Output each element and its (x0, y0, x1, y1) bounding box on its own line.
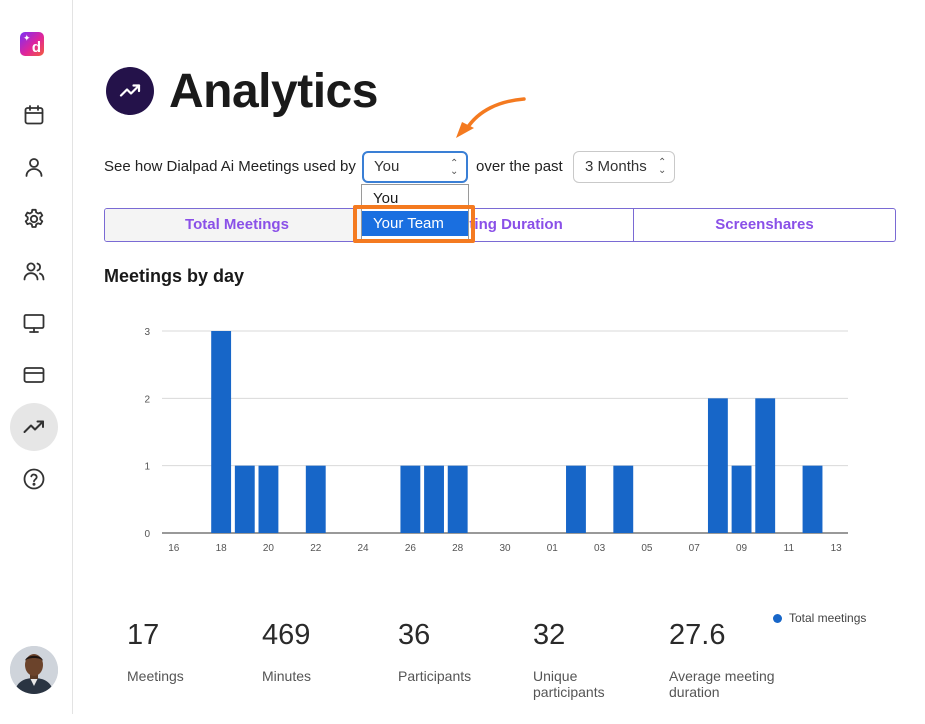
stat-value: 469 (262, 619, 311, 651)
stat-value: 27.6 (669, 619, 726, 651)
stat-value: 32 (533, 619, 566, 651)
x-tick-label: 09 (736, 543, 748, 554)
chevron-updown-icon: ⌃ ⌄ (450, 158, 459, 177)
y-tick-label: 0 (144, 529, 150, 540)
dropdown-option-your-team[interactable]: Your Team (362, 211, 468, 236)
stat-participants: 36 Participants (398, 618, 513, 684)
y-tick-label: 3 (144, 327, 150, 338)
sidebar-item-analytics[interactable] (10, 403, 58, 451)
chart-section-title: Meetings by day (104, 266, 245, 286)
sidebar-item-calendar[interactable] (10, 91, 58, 139)
x-tick-label: 16 (168, 543, 180, 554)
chevron-updown-icon: ⌃ ⌄ (658, 157, 667, 176)
credit-card-icon (23, 367, 45, 383)
calendar-icon (24, 105, 44, 125)
user-avatar[interactable] (10, 646, 58, 694)
metric-tabs: Total Meetings Meeting Duration Screensh… (104, 208, 896, 242)
analytics-title-icon (106, 67, 154, 115)
logo-sparkle: ✦ (23, 33, 31, 43)
user-scope-dropdown: You Your Team (361, 184, 469, 240)
users-icon (23, 262, 45, 281)
x-tick-label: 28 (452, 543, 464, 554)
page-title: Analytics (169, 65, 378, 118)
stat-meetings: 17 Meetings (127, 618, 242, 684)
x-tick-label: 03 (594, 543, 606, 554)
sidebar-item-settings[interactable] (10, 195, 58, 243)
bar (707, 398, 728, 533)
sidebar-item-profile[interactable] (10, 143, 58, 191)
legend-swatch (773, 613, 782, 623)
dialpad-logo[interactable]: ✦ d (20, 32, 44, 56)
sidebar-item-contacts[interactable] (10, 247, 58, 295)
tab-total-meetings[interactable]: Total Meetings (105, 209, 369, 241)
bar (211, 331, 232, 533)
time-period-value: 3 Months (585, 158, 647, 175)
stat-value: 36 (398, 619, 431, 651)
bar (802, 465, 823, 533)
chart-legend: Total meetings (773, 611, 866, 625)
bar (566, 465, 586, 533)
logo-letter: d (31, 39, 41, 56)
x-tick-label: 11 (784, 543, 795, 554)
legend-label: Total meetings (789, 611, 867, 625)
sidebar: ✦ d (0, 0, 73, 714)
stat-label: Unique participants (533, 668, 605, 700)
bar (400, 465, 421, 533)
callout-arrow (456, 97, 526, 138)
stat-label: Minutes (262, 668, 312, 684)
stat-label: Participants (398, 668, 472, 684)
stat-unique-participants: 32 Unique participants (533, 618, 623, 700)
stat-average-duration: 27.6 Average meeting duration (669, 618, 779, 700)
tab-screenshares[interactable]: Screenshares (633, 209, 895, 241)
trending-up-icon (23, 420, 44, 433)
bar (234, 465, 255, 533)
x-tick-label: 13 (831, 543, 843, 554)
user-scope-select[interactable]: You ⌃ ⌄ (362, 151, 468, 183)
filter-prefix-text: See how Dialpad Ai Meetings used by (104, 158, 356, 175)
x-tick-label: 26 (405, 543, 417, 554)
user-scope-value: You (374, 158, 400, 175)
dropdown-option-you[interactable]: You (373, 190, 399, 207)
trending-up-icon (119, 84, 141, 97)
y-tick-label: 2 (144, 394, 150, 405)
gear-icon (24, 208, 44, 228)
x-tick-label: 30 (499, 543, 511, 554)
sidebar-item-help[interactable] (10, 455, 58, 503)
stat-label: Average meeting duration (669, 668, 775, 700)
user-icon (25, 158, 43, 177)
x-tick-label: 20 (263, 543, 275, 554)
time-period-select[interactable]: 3 Months ⌃ ⌄ (573, 151, 675, 183)
bar (305, 465, 326, 533)
bar (258, 465, 279, 533)
filter-middle-text: over the past (476, 158, 563, 175)
sidebar-item-billing[interactable] (10, 351, 58, 399)
help-icon (23, 468, 45, 490)
bar (755, 398, 776, 533)
sidebar-item-rooms[interactable] (10, 299, 58, 347)
x-tick-label: 05 (641, 543, 653, 554)
x-tick-label: 22 (310, 543, 322, 554)
bar (447, 465, 468, 533)
bar (613, 465, 634, 533)
monitor-icon (23, 314, 45, 333)
stat-label: Meetings (127, 668, 184, 684)
avatar-photo (10, 646, 58, 694)
x-tick-label: 01 (547, 543, 559, 554)
x-tick-label: 18 (216, 543, 228, 554)
bar (731, 465, 752, 533)
x-tick-label: 07 (689, 543, 701, 554)
stat-minutes: 469 Minutes (262, 618, 377, 684)
bar (424, 465, 444, 533)
y-tick-label: 1 (144, 462, 150, 473)
stat-value: 17 (127, 619, 160, 651)
x-tick-label: 24 (358, 543, 370, 554)
